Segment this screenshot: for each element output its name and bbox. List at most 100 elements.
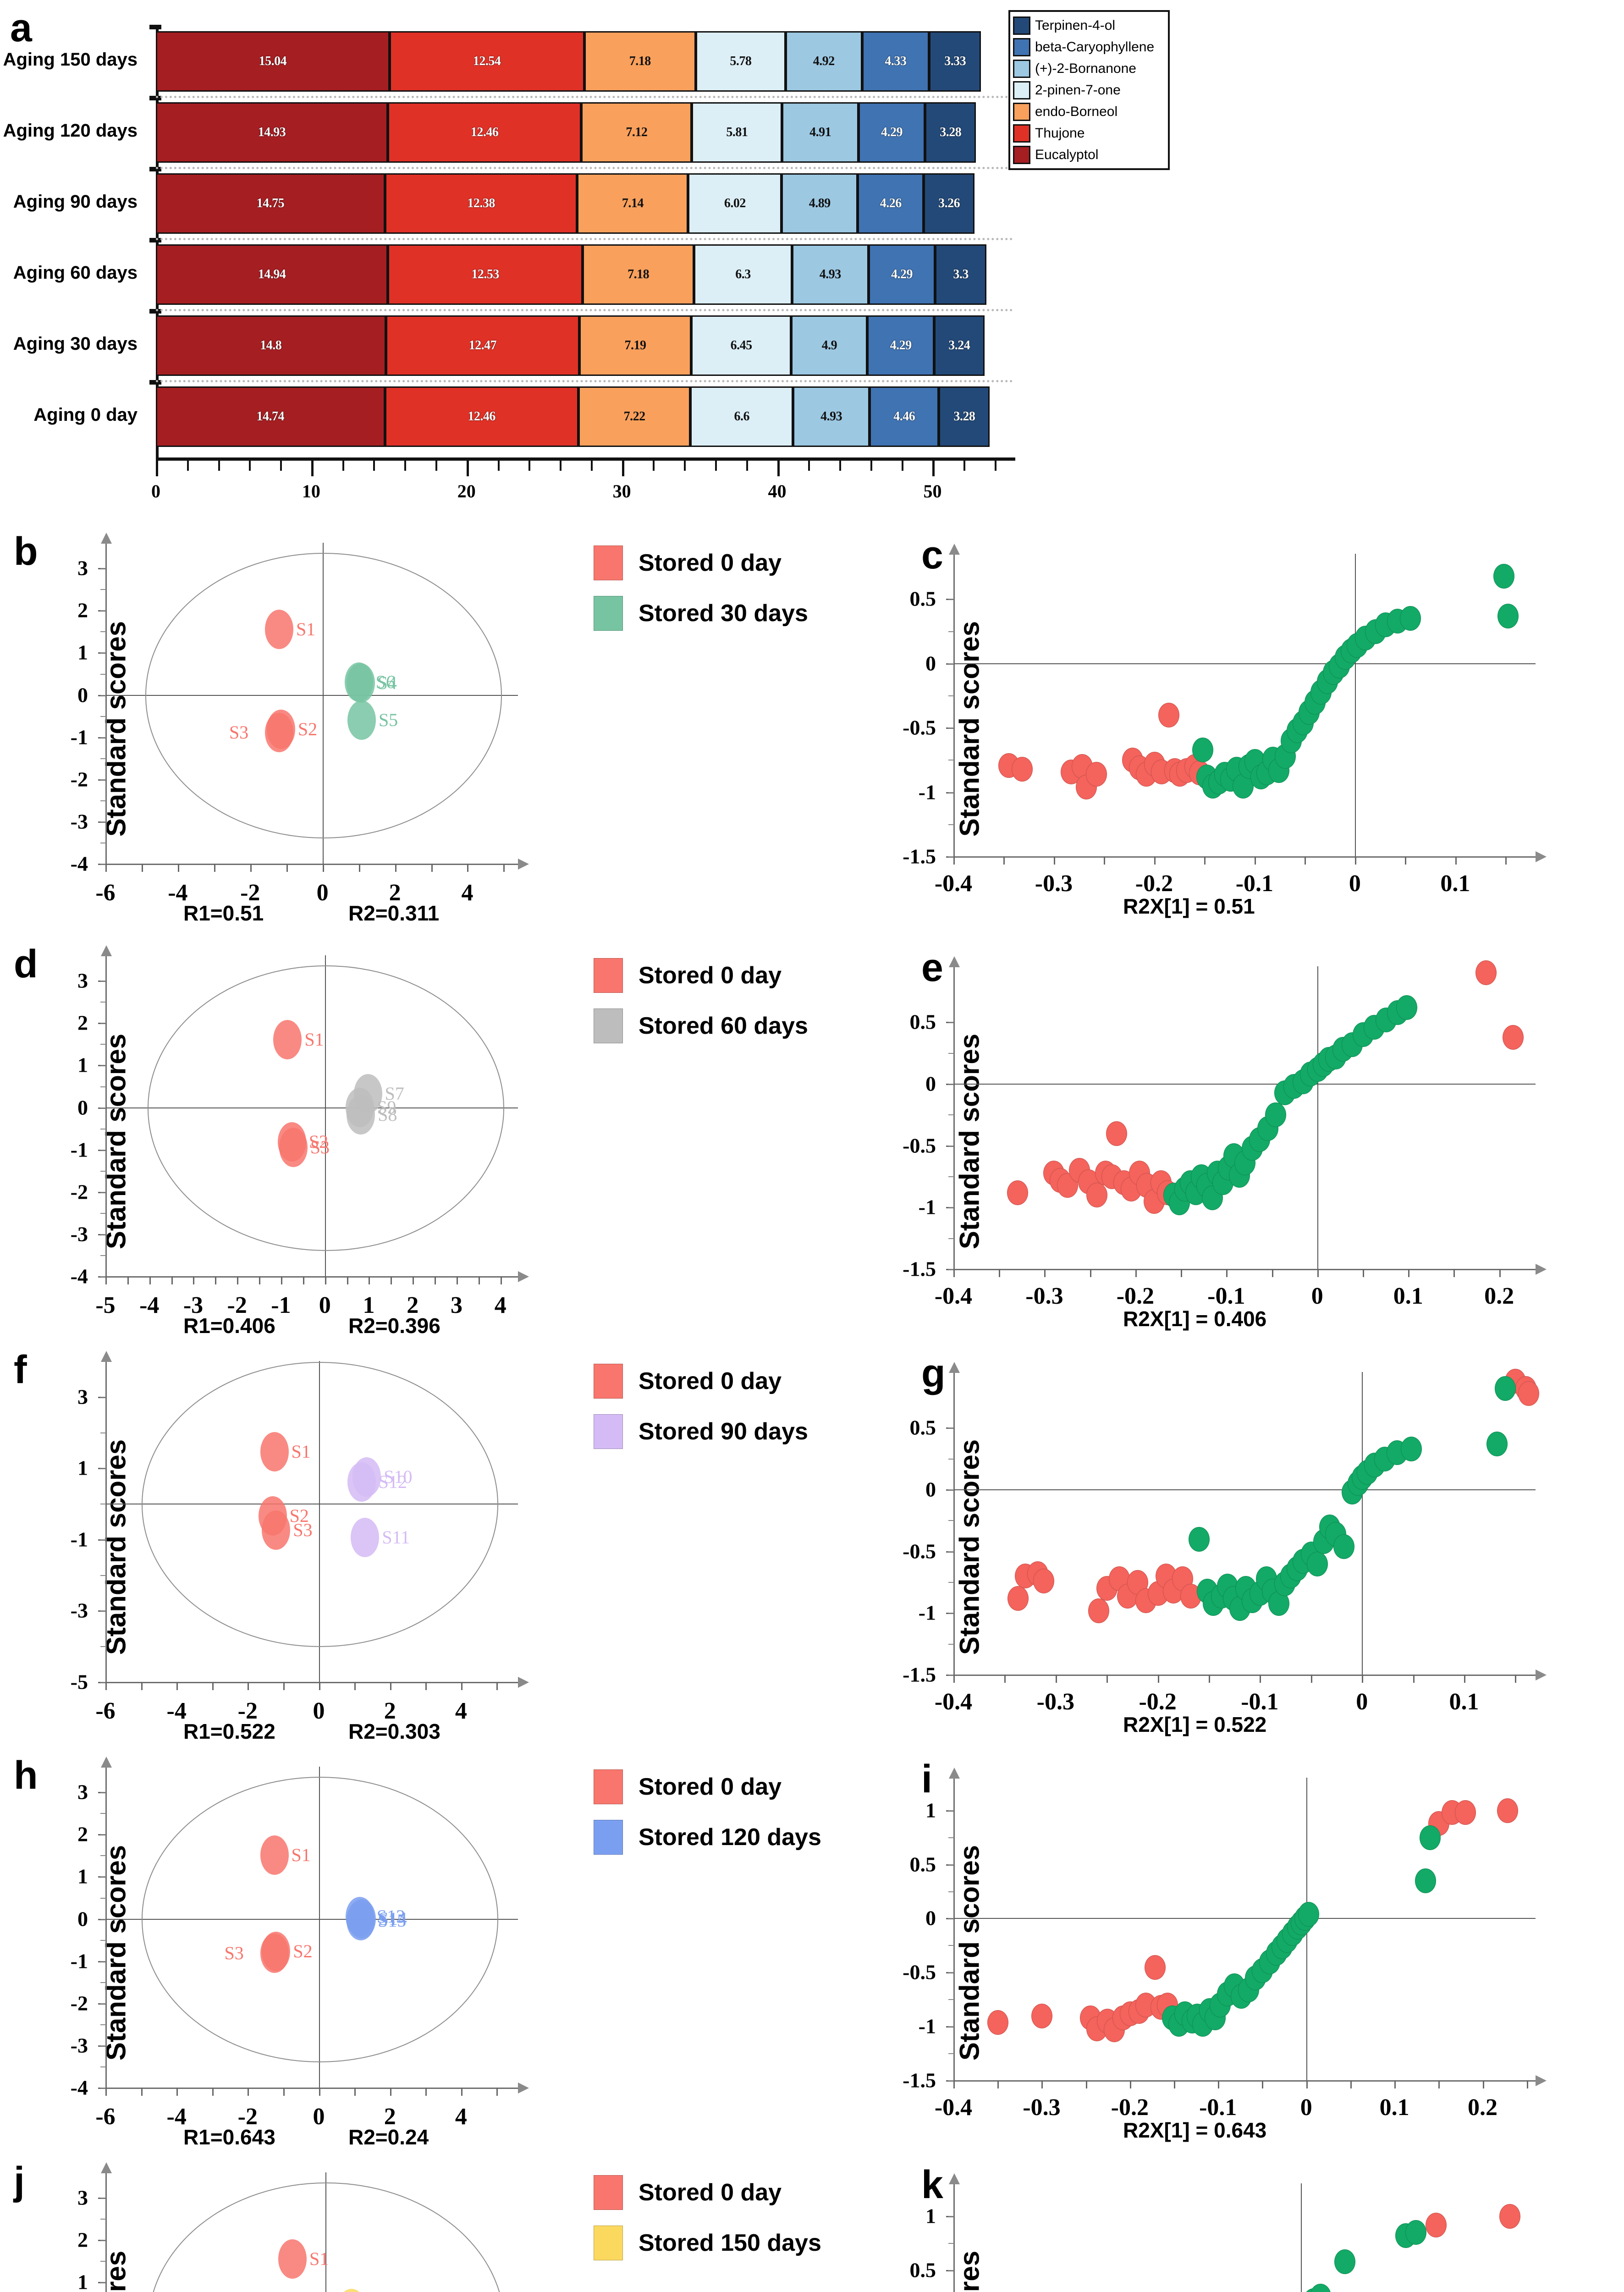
- bar-segment: 12.47: [385, 315, 580, 376]
- bar-category-label: Aging 30 days: [13, 334, 138, 354]
- group-legend: Stored 0 day Stored 90 days: [594, 1364, 808, 1465]
- y-minor-tick: [100, 631, 106, 633]
- legend-item: Terpinen-4-ol: [1013, 15, 1163, 36]
- x-minor-tick: [1306, 2080, 1308, 2088]
- y-tick-label: -0.5: [903, 1539, 936, 1563]
- x-minor-tick: [953, 1269, 955, 1277]
- bar-y-tick: [149, 238, 161, 242]
- scatter-point-label: S3: [229, 722, 249, 743]
- group-legend: Stored 0 day Stored 120 days: [594, 1769, 821, 1870]
- splot-point: [1493, 563, 1514, 589]
- x-minor-tick: [1305, 856, 1306, 865]
- x-tick-label: -4: [166, 1698, 187, 1724]
- x-minor-tick: [1354, 856, 1356, 865]
- bar-x-tick-label: 40: [768, 481, 787, 501]
- splot-point: [1503, 1025, 1524, 1050]
- x-tick-label: 2: [384, 1698, 396, 1724]
- scatter-point-label: S3: [310, 1137, 330, 1158]
- legend-label: Stored 120 days: [639, 1824, 821, 1851]
- bar-x-tick: [218, 461, 220, 471]
- pca-plot-area: 3 2 1 0 -1 -2 -3 -4 -6 -4 -2 0 2 4 S1 S2 S3 S13 S14 S15: [71, 1757, 529, 2130]
- y-tick-label: -0.5: [903, 716, 936, 739]
- x-tick-label: 4: [494, 1292, 506, 1318]
- x-minor-tick: [1362, 1269, 1364, 1277]
- y-minor-tick: [948, 1918, 954, 1919]
- legend-label: Stored 0 day: [639, 2179, 782, 2206]
- x-minor-tick: [953, 856, 955, 865]
- bar-segment: 14.74: [156, 386, 385, 447]
- x-minor-tick: [1505, 856, 1507, 865]
- y-minor-tick: [948, 1083, 954, 1085]
- splot-point: [1158, 703, 1179, 728]
- x-minor-tick: [503, 864, 505, 872]
- x-minor-tick: [425, 2088, 427, 2096]
- legend-item: endo-Borneol: [1013, 101, 1163, 122]
- x-minor-tick: [1515, 1675, 1517, 1683]
- splot-point: [1499, 2204, 1521, 2229]
- legend-label: endo-Borneol: [1035, 104, 1118, 119]
- x-axis-arrow-icon: [518, 2083, 529, 2094]
- legend-label: Stored 0 day: [639, 962, 782, 989]
- x-tick-label: -0.4: [934, 1689, 973, 1715]
- bar-segment: 7.18: [582, 244, 694, 305]
- x-minor-tick: [1226, 1269, 1228, 1277]
- zero-horizontal-line: [953, 1489, 1536, 1490]
- x-minor-tick: [1003, 856, 1005, 865]
- bar-segment: 14.93: [156, 102, 388, 163]
- bar-row: 14.75 12.38 7.14 6.02 4.89 4.26 3.26: [156, 173, 974, 234]
- y-minor-tick: [100, 1170, 106, 1172]
- bar-segment-value: 3.28: [940, 125, 962, 139]
- pca-panel-f: f Standard scores 3 1 -1 -3 -5 -6 -4 -2 0 2 4 S1 S2 S3 S…: [0, 1345, 808, 1749]
- bar-x-tick: [901, 461, 903, 471]
- y-tick-label: 1: [77, 1456, 88, 1480]
- legend-item: Thujone: [1013, 122, 1163, 144]
- y-tick-label: -4: [70, 2076, 88, 2099]
- y-minor-tick: [100, 1023, 106, 1024]
- x-tick-label: -4: [168, 880, 188, 906]
- x-minor-tick: [1453, 1269, 1455, 1277]
- splot-point: [1307, 1551, 1328, 1576]
- y-tick-label: -3: [70, 810, 88, 833]
- y-tick-label: 0.5: [909, 587, 936, 611]
- x-tick-label: 0: [1356, 1689, 1368, 1715]
- splot-point: [1007, 1180, 1028, 1205]
- x-axis-label: R2X[1] = 0.522: [1123, 1713, 1267, 1736]
- y-tick-label: 0.5: [909, 1416, 936, 1439]
- legend-swatch: [594, 596, 623, 631]
- y-minor-tick: [100, 1149, 106, 1151]
- r2-caption: R2=0.24: [348, 2125, 429, 2149]
- legend-item: Stored 150 days: [594, 2226, 821, 2260]
- legend-swatch: [1013, 38, 1030, 56]
- bar-segment: 3.28: [925, 102, 976, 163]
- legend-swatch: [594, 1414, 623, 1449]
- splot-plot-area: 10.50-0.5-1-1.5-0.4-0.3-0.2-0.100.10.2: [910, 2173, 1536, 2292]
- x-tick-label: 0: [1311, 1283, 1323, 1309]
- y-tick-label: 0.5: [909, 1010, 936, 1034]
- bar-segment-value: 7.14: [622, 196, 644, 210]
- y-axis-line: [949, 1362, 960, 1675]
- scatter-point-label: S2: [289, 1505, 309, 1526]
- x-minor-tick: [1104, 856, 1106, 865]
- x-minor-tick: [500, 1276, 502, 1284]
- x-minor-tick: [212, 2088, 214, 2096]
- y-minor-tick: [100, 694, 106, 696]
- legend-swatch: [594, 545, 623, 580]
- y-minor-tick: [948, 1810, 954, 1811]
- y-minor-tick: [100, 800, 106, 801]
- y-minor-tick: [100, 737, 106, 738]
- splot-point: [1475, 960, 1497, 986]
- y-axis-line: [101, 2162, 112, 2292]
- bar-category-label: Aging 90 days: [13, 192, 138, 212]
- legend-item: Stored 90 days: [594, 1414, 808, 1449]
- x-minor-tick: [1181, 1269, 1183, 1277]
- bar-segment: 5.78: [695, 31, 786, 92]
- legend-item: (+)-2-Bornanone: [1013, 58, 1163, 79]
- bar-segment: 4.29: [868, 244, 936, 305]
- y-minor-tick: [948, 1207, 954, 1208]
- scatter-point: [351, 1518, 380, 1557]
- confidence-ellipse: [145, 553, 502, 838]
- x-tick-label: -4: [166, 2104, 187, 2130]
- x-minor-tick: [395, 864, 396, 872]
- x-tick-label: 0.1: [1379, 2094, 1409, 2121]
